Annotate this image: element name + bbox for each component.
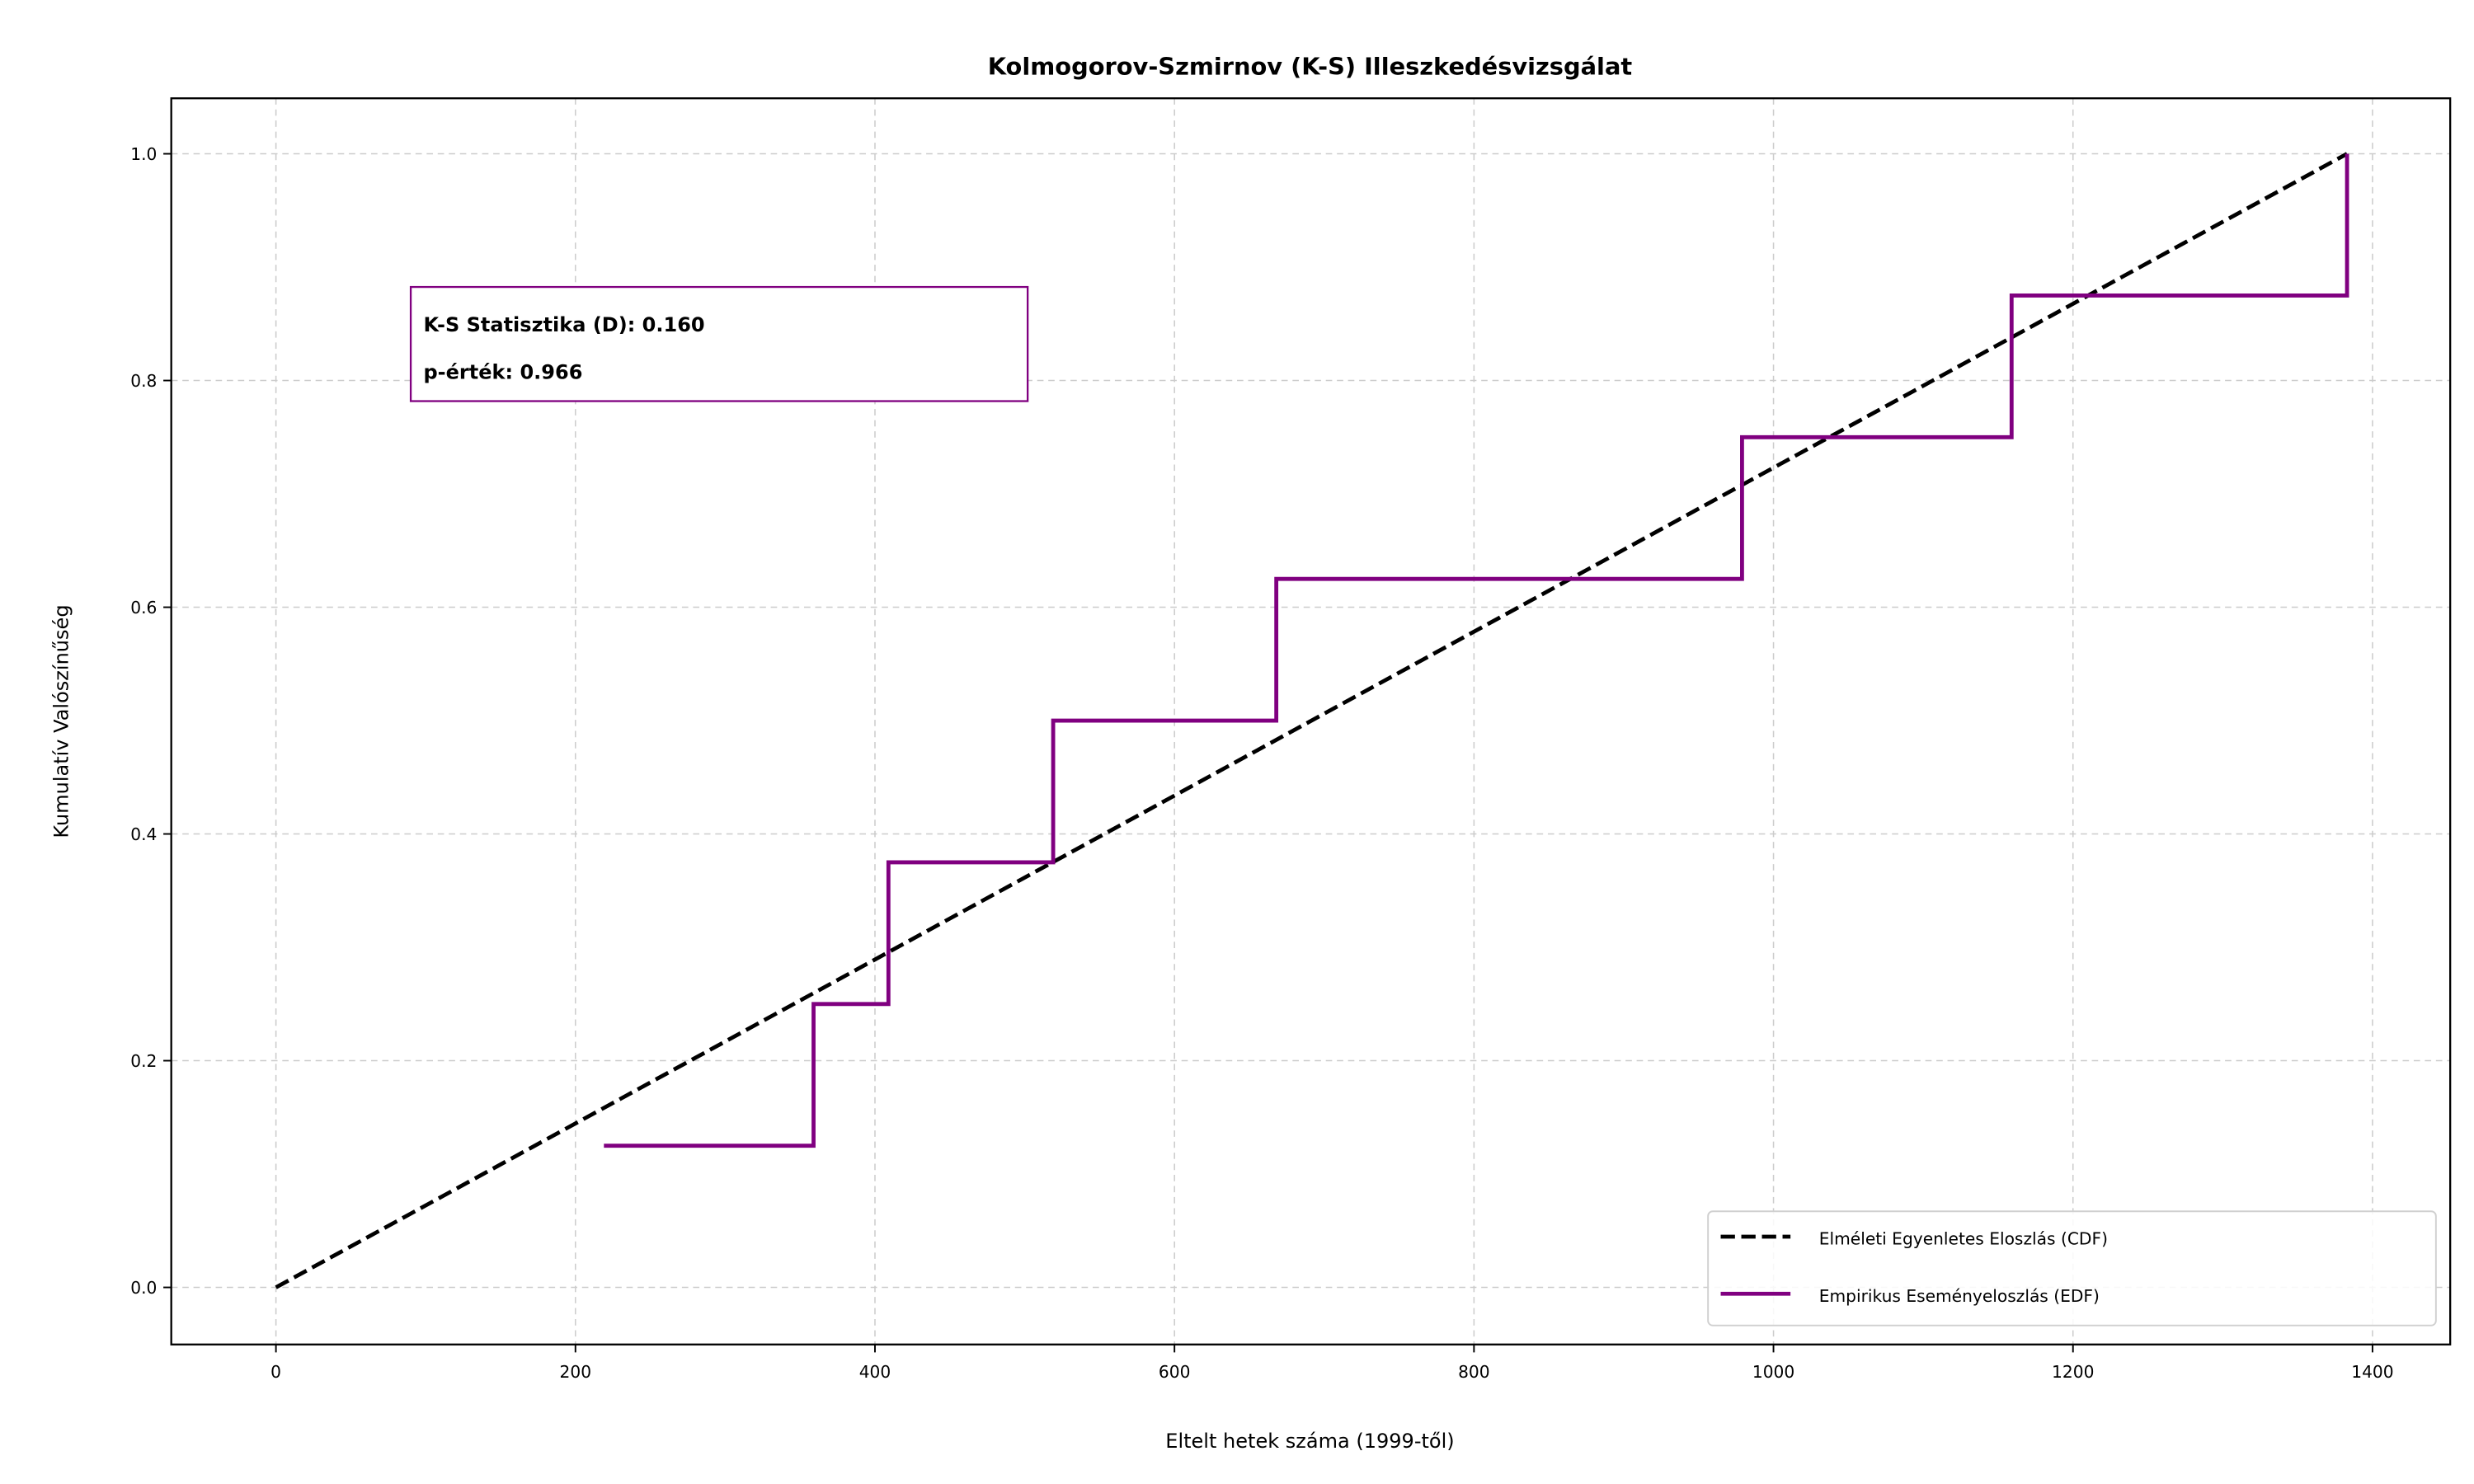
y-tick-label: 0.6 [130, 598, 157, 618]
legend-box [1707, 1210, 2437, 1327]
ks-statistic-text: K-S Statisztika (D): 0.160 [423, 313, 704, 336]
legend-cdf-label: Elméleti Egyenletes Eloszlás (CDF) [1819, 1229, 2108, 1249]
x-tick-label: 1400 [2351, 1362, 2393, 1382]
annotation-box [409, 285, 1029, 402]
y-tick-label: 0.8 [130, 371, 157, 391]
legend: Elméleti Egyenletes Eloszlás (CDF) Empir… [1707, 1210, 2437, 1327]
stats-annotation: K-S Statisztika (D): 0.160 p-érték: 0.96… [409, 285, 1029, 402]
cdf-line [275, 152, 2349, 1289]
y-tick-label: 0.0 [130, 1278, 157, 1298]
x-tick-label: 1200 [2052, 1362, 2094, 1382]
ticks: 0 200 400 600 800 1000 1200 1400 0.0 0.2 0.4 0.6 0.8… [130, 144, 2393, 1382]
x-tick-label: 800 [1458, 1362, 1490, 1382]
x-tick-label: 200 [560, 1362, 592, 1382]
axes-frame [170, 97, 2452, 1345]
x-tick-label: 0 [270, 1362, 281, 1382]
edf-step-line [604, 153, 2349, 1148]
x-axis-label: Eltelt hetek száma (1999-től) [1165, 1430, 1454, 1453]
x-tick-label: 400 [859, 1362, 891, 1382]
y-tick-label: 0.2 [130, 1051, 157, 1071]
x-tick-label: 1000 [1752, 1362, 1794, 1382]
y-axis-label: Kumulatív Valószínűség [50, 604, 73, 838]
legend-edf-label: Empirikus Eseményeloszlás (EDF) [1819, 1286, 2100, 1306]
series-layer [275, 152, 2349, 1289]
y-tick-label: 1.0 [130, 144, 157, 164]
x-tick-label: 600 [1159, 1362, 1191, 1382]
chart-title: Kolmogorov-Szmirnov (K-S) Illeszkedésviz… [988, 52, 1633, 80]
p-value-text: p-érték: 0.966 [423, 361, 582, 384]
y-tick-label: 0.4 [130, 824, 157, 844]
